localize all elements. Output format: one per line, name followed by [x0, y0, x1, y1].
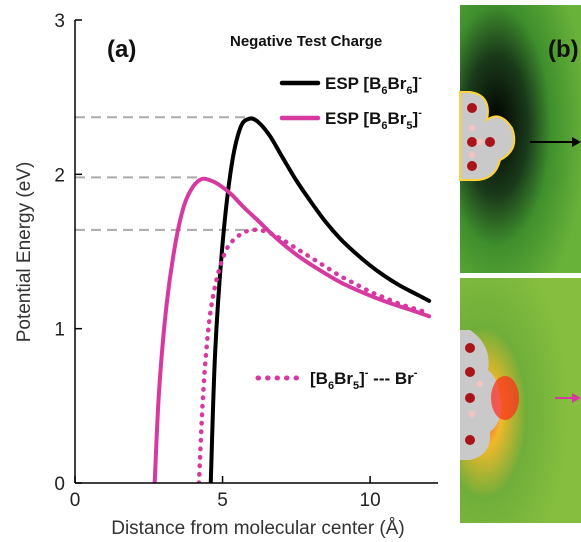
reference-lines: [75, 116, 258, 231]
plot-area: 0 5 10 0 1 2 3: [54, 11, 438, 511]
series-line-0: [208, 116, 432, 483]
y-tick-label-2: 2: [54, 165, 65, 186]
legend-label-2: [B6Br5]- --- Br-: [310, 367, 418, 392]
y-tick-label-1: 1: [54, 320, 65, 341]
charge-glow-bottom: [491, 376, 519, 420]
panel-label-a: (a): [107, 36, 136, 63]
series-layer: [152, 116, 432, 483]
arrow-top-head: [572, 137, 581, 147]
legend-label-1: ESP [B6Br5]-: [325, 107, 422, 132]
legend-title: Negative Test Charge: [230, 33, 382, 50]
panel-b-image: (b): [459, 5, 581, 523]
y-tick-label-0: 0: [54, 474, 65, 495]
x-tick-label-0: 0: [70, 490, 81, 511]
series-line-2: [196, 227, 432, 483]
legend-label-0: ESP [B6Br6]-: [325, 72, 422, 97]
series-line-1: [152, 176, 432, 483]
x-tick-label-1: 5: [217, 490, 228, 511]
y-tick-label-3: 3: [54, 11, 65, 32]
x-axis-title: Distance from molecular center (Å): [111, 518, 405, 539]
legend: ESP [B6Br6]- ESP [B6Br5]- [B6Br5]- --- Br-: [255, 72, 422, 392]
panel-label-b: (b): [548, 36, 579, 63]
y-axis-title: Potential Energy (eV): [14, 162, 35, 343]
molecule-silhouette-bottom: [460, 330, 502, 460]
atoms-bottom: [465, 343, 484, 445]
x-tick-label-2: 10: [360, 490, 381, 511]
x-ticks: 0 5 10: [70, 476, 381, 511]
arrow-bottom-head: [572, 393, 581, 403]
y-ticks: 0 1 2 3: [54, 11, 82, 495]
atoms-top: [467, 103, 495, 171]
